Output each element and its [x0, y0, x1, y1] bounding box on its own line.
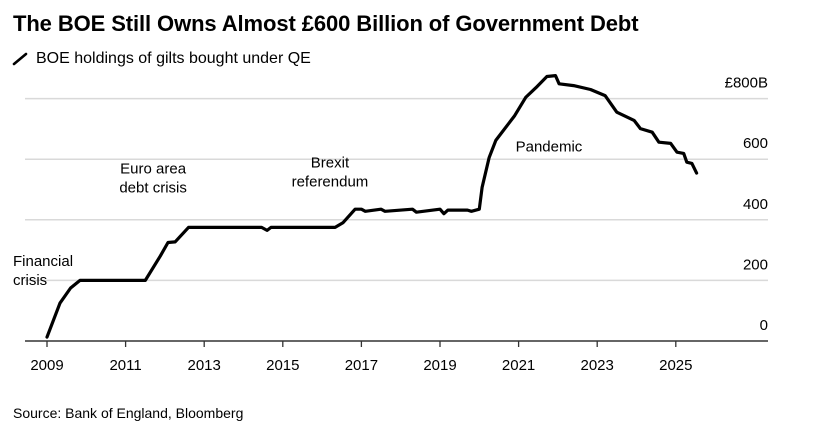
annotation-line: Brexit — [311, 154, 350, 171]
y-tick-label: 600 — [743, 135, 768, 152]
line-chart: 2009 2011 2013 2015 2017 2019 2021 2023 2025 0 20… — [13, 74, 768, 374]
y-tick-label: 200 — [743, 256, 768, 273]
annotations: Financial crisis Euro area debt crisis Brexi… — [13, 139, 583, 289]
x-tick-label: 2013 — [188, 357, 221, 374]
annotation-line: referendum — [292, 173, 369, 190]
series-line — [45, 74, 699, 339]
annotation-line: Financial — [13, 253, 73, 270]
annotation-line: debt crisis — [119, 180, 187, 197]
x-tick-label: 2017 — [345, 357, 378, 374]
x-tick-label: 2011 — [109, 357, 141, 374]
annotation-line: Pandemic — [516, 139, 583, 156]
source-note: Source: Bank of England, Bloomberg — [13, 405, 244, 421]
annotation-label: Pandemic — [516, 139, 583, 156]
gridlines — [25, 97, 768, 282]
line-slash-icon — [12, 52, 28, 66]
y-axis: 0 200 400 600 £800B — [725, 75, 768, 334]
annotation-label: Financial crisis — [13, 253, 73, 289]
series-group — [45, 74, 699, 339]
x-tick-label: 2009 — [30, 357, 63, 374]
legend: BOE holdings of gilts bought under QE — [12, 50, 311, 68]
x-tick-label: 2023 — [581, 357, 614, 374]
y-tick-label: 400 — [743, 196, 768, 213]
x-axis: 2009 2011 2013 2015 2017 2019 2021 2023 2025 — [25, 340, 768, 374]
y-tick-label: 0 — [760, 317, 768, 334]
x-tick-label: 2019 — [423, 357, 456, 374]
annotation-label: Euro area debt crisis — [119, 161, 187, 197]
chart-title: The BOE Still Owns Almost £600 Billion o… — [13, 11, 639, 36]
annotation-line: crisis — [13, 272, 47, 289]
annotation-label: Brexit referendum — [292, 154, 369, 190]
y-tick-label: £800B — [725, 75, 768, 92]
annotation-line: Euro area — [120, 161, 187, 178]
legend-label: BOE holdings of gilts bought under QE — [36, 50, 311, 67]
x-tick-label: 2025 — [659, 357, 692, 374]
x-tick-label: 2021 — [502, 357, 535, 374]
x-tick-label: 2015 — [266, 357, 299, 374]
